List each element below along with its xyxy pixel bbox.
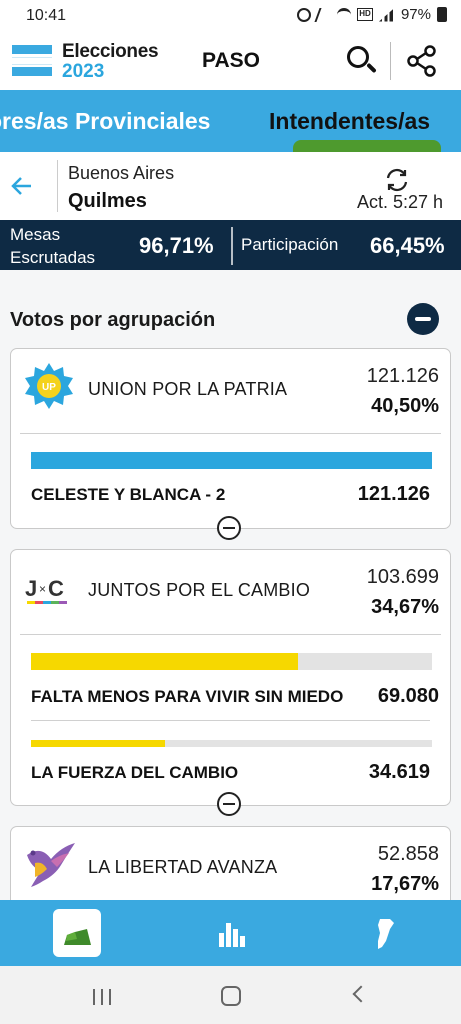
search-icon[interactable] xyxy=(344,43,378,77)
logo-text-line1: Elecciones xyxy=(62,41,159,62)
location-divider xyxy=(57,160,58,212)
party-votes: 52.858 xyxy=(377,843,439,865)
list-name: LA FUERZA DEL CAMBIO xyxy=(31,763,239,782)
results-content: Votos por agrupación UP UNION POR LA PAT… xyxy=(0,270,461,900)
party-card-union-por-la-patria[interactable]: UP UNION POR LA PATRIA 121.126 40,50% CE… xyxy=(10,348,451,529)
nav-item-mapa[interactable] xyxy=(360,909,408,957)
municipality-name: Quilmes xyxy=(68,190,147,212)
province-name: Buenos Aires xyxy=(68,163,175,183)
back-arrow-icon[interactable] xyxy=(10,174,34,198)
nav-item-resultados[interactable] xyxy=(53,909,101,957)
tab-bar: ores/as Provinciales Intendentes/as xyxy=(0,90,461,152)
alarm-icon xyxy=(296,7,311,22)
system-back-icon[interactable] xyxy=(352,985,370,1003)
party-name: LA LIBERTAD AVANZA xyxy=(88,857,278,877)
status-bar: 10:41 HD 97% xyxy=(0,0,461,32)
party-percent: 17,67% xyxy=(371,873,439,895)
refresh-icon[interactable] xyxy=(384,167,410,193)
bar-chart-icon xyxy=(219,923,245,947)
party-name: UNION POR LA PATRIA xyxy=(88,379,288,399)
section-title: Votos por agrupación xyxy=(10,309,216,331)
party-name: JUNTOS POR EL CAMBIO xyxy=(88,580,311,600)
card-divider xyxy=(20,433,441,434)
home-icon[interactable] xyxy=(221,986,241,1006)
stats-strip: Mesas Escrutadas 96,71% Participación 66… xyxy=(0,220,461,270)
participacion-value: 66,45% xyxy=(370,233,445,258)
list-share-bar-fill xyxy=(31,452,432,469)
collapse-party-button[interactable] xyxy=(217,516,241,540)
mesas-label-line2: Escrutadas xyxy=(10,248,96,267)
party-percent: 40,50% xyxy=(371,395,439,417)
list-share-bar xyxy=(31,452,432,469)
nav-item-graficos[interactable] xyxy=(207,909,255,957)
recents-icon[interactable] xyxy=(93,989,113,1005)
list-name: FALTA MENOS PARA VIVIR SIN MIEDO xyxy=(31,687,344,706)
appbar-divider xyxy=(390,42,391,80)
svg-text:J: J xyxy=(25,576,37,601)
list-votes: 121.126 xyxy=(357,483,430,505)
battery-icon xyxy=(437,7,447,22)
page-title: PASO xyxy=(202,49,260,72)
party-votes: 103.699 xyxy=(366,566,439,588)
svg-text:C: C xyxy=(48,576,64,601)
app-bar: Elecciones 2023 PASO xyxy=(0,32,461,90)
list-votes: 34.619 xyxy=(368,761,430,783)
svg-text:UP: UP xyxy=(42,382,56,393)
collapse-party-button[interactable] xyxy=(217,792,241,816)
active-tab-indicator xyxy=(293,140,441,152)
stats-divider xyxy=(231,227,233,265)
mesas-label-line1: Mesas xyxy=(10,225,61,244)
list-divider xyxy=(31,720,430,721)
party-card-juntos-por-el-cambio[interactable]: J × C JUNTOS POR EL CAMBIO 103.699 34,67… xyxy=(10,549,451,806)
argentina-flag-icon xyxy=(12,45,52,77)
share-icon[interactable] xyxy=(405,44,439,78)
list-share-bar xyxy=(31,653,432,670)
last-update-time: Act. 5:27 h xyxy=(356,192,443,212)
status-time: 10:41 xyxy=(26,7,67,24)
wifi-icon xyxy=(336,7,351,22)
tab-gobernadores-provinciales[interactable]: ores/as Provinciales xyxy=(0,108,211,134)
juntos-por-el-cambio-logo: J × C xyxy=(25,576,67,604)
list-share-bar-fill xyxy=(31,653,299,670)
tab-intendentes[interactable]: Intendentes/as xyxy=(269,108,431,134)
location-header: Buenos Aires Quilmes Act. 5:27 h xyxy=(0,152,461,220)
list-name: CELESTE Y BLANCA - 2 xyxy=(31,485,226,504)
svg-text:×: × xyxy=(39,582,46,596)
party-percent: 34,67% xyxy=(371,596,439,618)
collapse-all-button[interactable] xyxy=(407,303,439,335)
system-navigation-bar xyxy=(0,966,461,1024)
list-share-bar-fill xyxy=(31,740,165,747)
list-votes: 69.080 xyxy=(377,685,439,707)
status-icons: HD 97% xyxy=(296,6,447,23)
list-share-bar xyxy=(31,740,432,747)
argentina-map-icon xyxy=(378,919,394,949)
signal-icon xyxy=(378,7,395,22)
ballot-box-icon xyxy=(64,929,91,945)
battery-percent: 97% xyxy=(400,6,431,23)
card-divider xyxy=(20,634,441,635)
party-votes: 121.126 xyxy=(366,365,439,387)
mesas-escrutadas-value: 96,71% xyxy=(139,233,214,258)
la-libertad-avanza-logo xyxy=(27,843,75,887)
union-por-la-patria-logo: UP xyxy=(25,363,73,409)
hd-icon: HD xyxy=(356,8,373,21)
participacion-label: Participación xyxy=(241,235,339,254)
party-card-la-libertad-avanza[interactable]: LA LIBERTAD AVANZA 52.858 17,67% xyxy=(10,826,451,900)
mute-icon xyxy=(314,7,334,22)
logo-text-line2: 2023 xyxy=(62,61,105,82)
bottom-navigation xyxy=(0,900,461,966)
